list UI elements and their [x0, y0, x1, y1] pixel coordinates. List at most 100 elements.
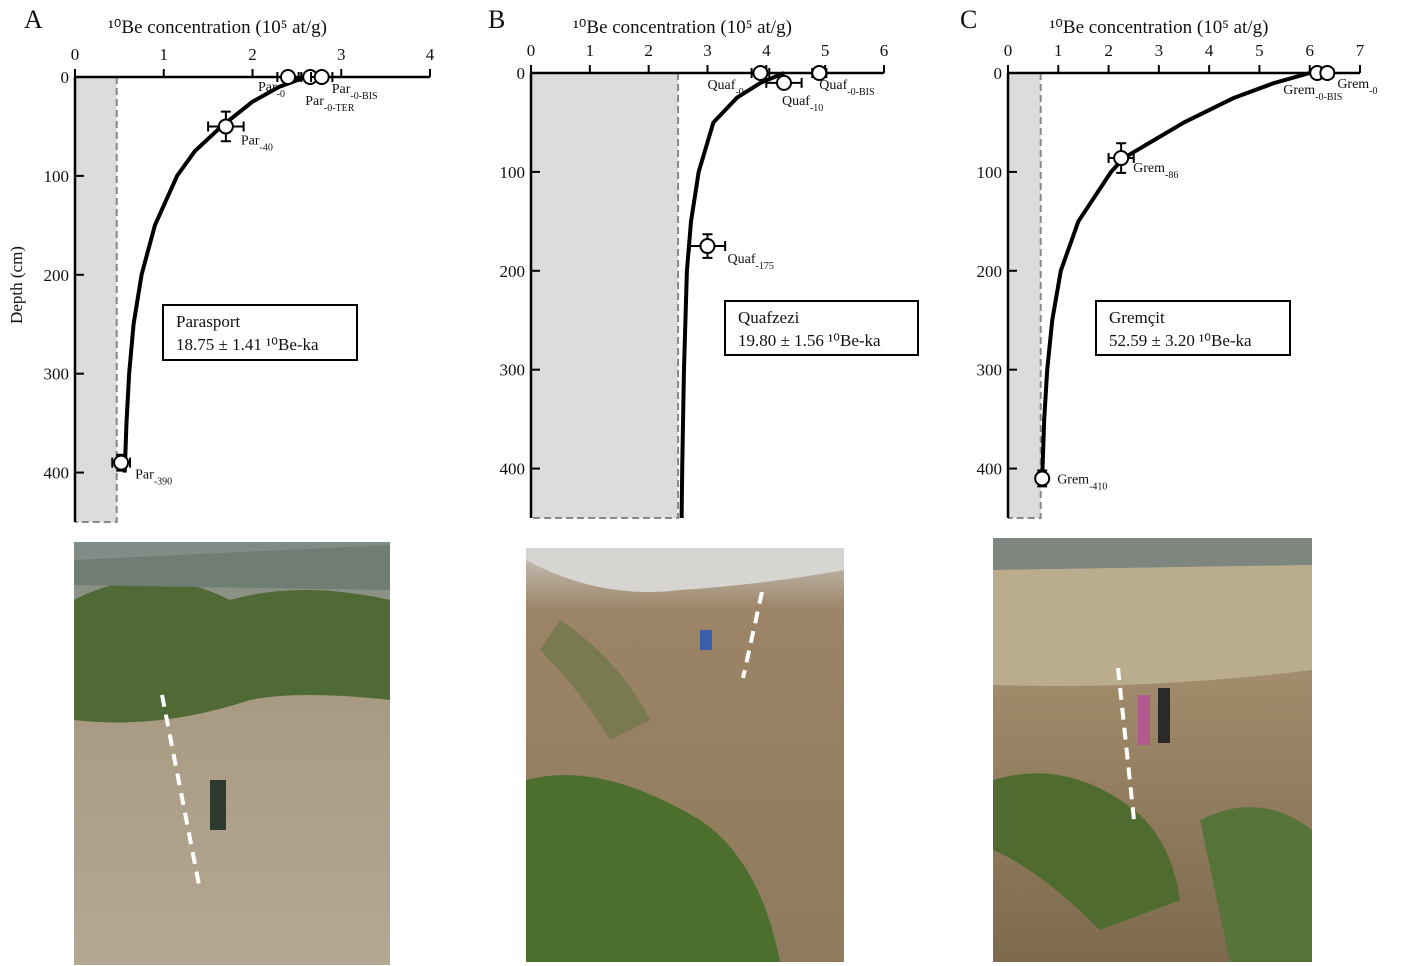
model-curve: [1042, 73, 1310, 478]
model-curve: [682, 73, 784, 518]
sample-name: Quaf: [728, 252, 756, 267]
sample-subscript: -0-BIS: [350, 91, 377, 102]
y-tick-label: 400: [44, 464, 70, 483]
y-tick-label: 200: [500, 262, 526, 281]
sample-label: Par-40: [241, 133, 273, 153]
sample-subscript: -410: [1089, 481, 1107, 492]
x-tick-label: 3: [703, 41, 712, 60]
y-tick-label: 300: [44, 365, 70, 384]
sample-subscript: -0: [1369, 86, 1377, 97]
sample-name: Grem: [1283, 83, 1315, 98]
x-tick-label: 1: [160, 45, 169, 64]
sample-subscript: -0-BIS: [1315, 92, 1342, 103]
sample-label: Quaf-175: [728, 252, 774, 272]
sample-point: [701, 239, 715, 253]
sample-name: Par: [241, 133, 260, 148]
sample-name: Par: [305, 94, 324, 109]
sample-subscript: -40: [260, 142, 273, 153]
x-tick-label: 4: [426, 45, 435, 64]
sample-subscript: -0-TER: [324, 103, 355, 114]
age: 18.75 ± 1.41 ¹⁰Be-ka: [176, 335, 319, 354]
sample-label: Quaf-0-BIS: [819, 78, 874, 98]
panel-letter: A: [24, 5, 43, 34]
sample-name: Quaf: [782, 94, 810, 109]
sample-label: Par-390: [135, 468, 172, 488]
sample-label: Grem-0-BIS: [1283, 83, 1342, 103]
y-tick-label: 200: [44, 266, 70, 285]
sample-point: [281, 70, 295, 84]
x-tick-label: 5: [1255, 41, 1264, 60]
x-tick-label: 3: [1155, 41, 1164, 60]
photo-a: [74, 542, 390, 965]
sample-point: [1320, 66, 1334, 80]
x-tick-label: 4: [1205, 41, 1214, 60]
photo-c: [993, 538, 1312, 962]
y-tick-label: 0: [61, 68, 70, 87]
y-tick-label: 0: [994, 64, 1003, 83]
sample-label: Grem-0: [1337, 77, 1377, 97]
sample-point: [219, 119, 233, 133]
x-tick-label: 4: [762, 41, 771, 60]
sample-point: [1035, 471, 1049, 485]
sample-name: Grem: [1337, 77, 1369, 92]
sample-name: Par: [258, 80, 277, 95]
x-axis-title: ¹⁰Be concentration (10⁵ at/g): [573, 17, 792, 38]
x-tick-label: 0: [1004, 41, 1013, 60]
age: 52.59 ± 3.20 ¹⁰Be-ka: [1109, 331, 1252, 350]
site-name: Gremçit: [1109, 308, 1165, 327]
x-tick-label: 1: [1054, 41, 1063, 60]
sample-subscript: -86: [1165, 170, 1178, 181]
inheritance-band: [1008, 73, 1041, 518]
x-tick-label: 6: [880, 41, 889, 60]
x-tick-label: 7: [1356, 41, 1365, 60]
y-tick-label: 100: [500, 163, 526, 182]
model-curve: [125, 77, 306, 473]
sample-label: Quaf-0: [707, 78, 743, 98]
y-tick-label: 300: [977, 361, 1003, 380]
x-tick-label: 3: [337, 45, 346, 64]
y-tick-label: 400: [977, 460, 1003, 479]
sample-subscript: -0: [277, 89, 285, 100]
site-name: Parasport: [176, 312, 240, 331]
x-tick-label: 5: [821, 41, 830, 60]
sample-subscript: -0: [735, 87, 743, 98]
sample-name: Par: [135, 468, 154, 483]
panel-letter: C: [960, 5, 977, 34]
sample-name: Quaf: [819, 78, 847, 93]
y-tick-label: 300: [500, 361, 526, 380]
y-tick-label: 100: [44, 167, 70, 186]
x-tick-label: 2: [644, 41, 653, 60]
x-tick-label: 2: [248, 45, 257, 64]
sample-point: [1114, 151, 1128, 165]
sample-name: Grem: [1057, 472, 1089, 487]
sample-name: Grem: [1133, 161, 1165, 176]
sample-label: Grem-410: [1057, 472, 1107, 492]
inheritance-band: [75, 77, 117, 522]
x-tick-label: 6: [1305, 41, 1314, 60]
x-axis-title: ¹⁰Be concentration (10⁵ at/g): [1050, 17, 1269, 38]
sample-point: [114, 456, 128, 470]
site-name: Quafzezi: [738, 308, 800, 327]
sample-subscript: -390: [154, 476, 172, 487]
x-axis-title: ¹⁰Be concentration (10⁵ at/g): [108, 17, 327, 38]
sample-name: Quaf: [707, 78, 735, 93]
x-tick-label: 1: [586, 41, 595, 60]
sample-label: Par-0-BIS: [332, 82, 378, 102]
photo-b: [526, 548, 844, 962]
y-tick-label: 200: [977, 262, 1003, 281]
x-tick-label: 0: [527, 41, 536, 60]
sample-label: Grem-86: [1133, 161, 1178, 181]
sample-subscript: -175: [756, 261, 774, 272]
sample-subscript: -10: [810, 102, 823, 113]
sample-point: [777, 76, 791, 90]
sample-subscript: -0-BIS: [847, 87, 874, 98]
sample-point: [315, 70, 329, 84]
figure: 012340100200300400¹⁰Be concentration (10…: [0, 0, 1403, 966]
inheritance-band: [531, 73, 678, 518]
panel-letter: B: [488, 5, 505, 34]
sample-name: Par: [332, 82, 351, 97]
y-tick-label: 0: [517, 64, 526, 83]
x-tick-label: 2: [1104, 41, 1113, 60]
